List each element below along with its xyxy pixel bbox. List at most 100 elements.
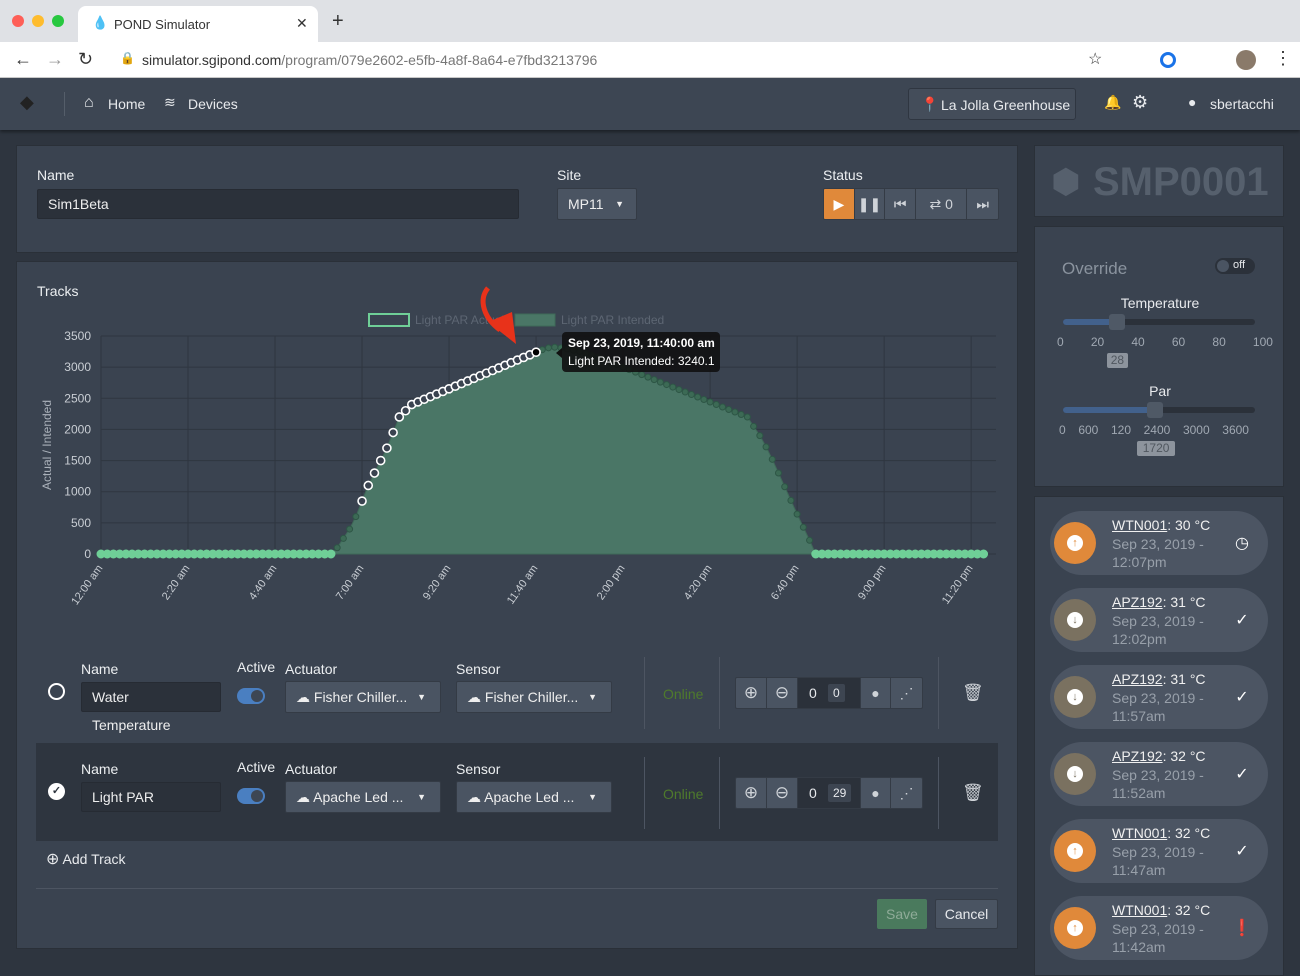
notification-item[interactable]: ↑ WTN001: 32 °C Sep 23, 2019 - 11:42am ❗ — [1050, 896, 1268, 960]
nav-devices[interactable]: Devices — [188, 96, 238, 112]
device-link[interactable]: WTN001 — [1112, 517, 1168, 533]
notification-item[interactable]: ↓ APZ192: 31 °C Sep 23, 2019 - 11:57am ✓ — [1050, 665, 1268, 729]
intended-point[interactable] — [681, 388, 689, 396]
intended-point[interactable] — [712, 401, 720, 409]
legend-swatch-actual[interactable] — [368, 313, 410, 327]
notification-item[interactable]: ↓ APZ192: 32 °C Sep 23, 2019 - 11:52am ✓ — [1050, 742, 1268, 806]
profile-avatar[interactable] — [1236, 50, 1256, 70]
user-menu[interactable]: sbertacchi — [1210, 96, 1274, 112]
intended-point[interactable] — [663, 381, 671, 389]
device-link[interactable]: WTN001 — [1112, 825, 1168, 841]
intended-point[interactable] — [787, 496, 795, 504]
actual-point[interactable] — [394, 412, 405, 422]
actual-point[interactable] — [382, 443, 392, 453]
intended-point[interactable] — [545, 344, 552, 352]
device-link[interactable]: APZ192 — [1112, 594, 1163, 610]
decrement-button[interactable]: ⊖ — [767, 678, 798, 708]
logo-drop-icon[interactable]: ◆ — [20, 92, 34, 112]
actual-point[interactable] — [388, 427, 398, 438]
minimize-window-button[interactable] — [32, 15, 44, 27]
trash-icon[interactable]: 🗑 — [962, 683, 984, 702]
par-slider-handle[interactable] — [1146, 402, 1163, 418]
intended-point[interactable] — [731, 408, 739, 416]
notification-item[interactable]: ↑ WTN001: 32 °C Sep 23, 2019 - 11:47am ✓ — [1050, 819, 1268, 883]
override-toggle[interactable]: off — [1215, 258, 1255, 274]
intended-point[interactable] — [706, 398, 714, 406]
temperature-slider-handle[interactable] — [1108, 314, 1125, 330]
browser-tab[interactable]: 💧 POND Simulator ✕ — [78, 6, 318, 42]
intended-point[interactable] — [687, 391, 695, 399]
skip-back-button[interactable]: ⏮ — [885, 189, 916, 219]
intended-point[interactable] — [326, 549, 336, 559]
gear-icon[interactable]: ⚙ — [1132, 92, 1149, 112]
device-link[interactable]: WTN001 — [1112, 902, 1168, 918]
actual-point[interactable] — [375, 455, 386, 466]
reload-icon[interactable]: ↻ — [78, 49, 94, 69]
intended-point[interactable] — [339, 534, 347, 542]
loop-button[interactable]: ⇄ 0 — [915, 189, 968, 219]
intended-point[interactable] — [737, 410, 745, 418]
device-link[interactable]: APZ192 — [1112, 671, 1163, 687]
menu-icon[interactable]: ⋮ — [1274, 48, 1292, 68]
intended-point[interactable] — [806, 536, 814, 544]
intended-point[interactable] — [781, 483, 789, 491]
actuator-select[interactable]: ☁ Fisher Chiller... ▼ — [285, 681, 441, 713]
intended-point[interactable] — [644, 373, 652, 381]
extension-icon[interactable] — [1160, 52, 1176, 68]
nav-home[interactable]: Home — [108, 96, 146, 112]
legend-swatch-intended[interactable] — [514, 313, 556, 327]
intended-point[interactable] — [799, 523, 807, 531]
sensor-select[interactable]: ☁ Apache Led ... ▼ — [456, 781, 612, 813]
cancel-button[interactable]: Cancel — [935, 899, 998, 929]
actual-point[interactable] — [357, 496, 367, 506]
close-tab-icon[interactable]: ✕ — [296, 15, 308, 31]
actual-point[interactable] — [400, 405, 411, 416]
back-icon[interactable]: ← — [14, 49, 32, 69]
save-button[interactable]: Save — [877, 899, 927, 929]
scatter-chart-button[interactable]: ⋰ — [891, 678, 922, 708]
intended-point[interactable] — [793, 510, 801, 518]
program-name-input[interactable]: Sim1Beta — [37, 189, 519, 219]
actual-point[interactable] — [363, 480, 374, 491]
intended-point[interactable] — [725, 405, 733, 413]
play-button[interactable]: ▶ — [824, 189, 855, 219]
sensor-select[interactable]: ☁ Fisher Chiller... ▼ — [456, 681, 612, 713]
track-name-input[interactable]: Light PAR — [81, 782, 221, 812]
intended-point[interactable] — [346, 525, 354, 533]
intended-point[interactable] — [333, 544, 341, 552]
legend-label-intended[interactable]: Light PAR Intended — [561, 313, 664, 327]
increment-button[interactable]: ⊕ — [736, 678, 767, 708]
active-toggle[interactable] — [237, 688, 265, 704]
intended-point[interactable] — [768, 455, 776, 463]
actual-point[interactable] — [531, 347, 541, 357]
intended-point[interactable] — [675, 386, 683, 394]
forward-icon[interactable]: → — [46, 49, 64, 69]
track-select-radio[interactable]: ✓ — [48, 783, 65, 800]
increment-button[interactable]: ⊕ — [736, 778, 767, 808]
record-button[interactable]: ● — [860, 778, 891, 808]
legend-label-actual[interactable]: Light PAR Actual — [415, 313, 504, 327]
intended-point[interactable] — [352, 513, 360, 521]
notification-item[interactable]: ↓ APZ192: 31 °C Sep 23, 2019 - 12:02pm ✓ — [1050, 588, 1268, 652]
intended-point[interactable] — [979, 549, 989, 559]
scatter-chart-button[interactable]: ⋰ — [891, 778, 922, 808]
site-select[interactable]: MP11 ▼ — [557, 188, 637, 220]
track-select-radio[interactable] — [48, 683, 65, 700]
skip-forward-button[interactable]: ⏭ — [967, 189, 998, 219]
intended-point[interactable] — [700, 396, 708, 404]
notification-item[interactable]: ↑ WTN001: 30 °C Sep 23, 2019 - 12:07pm ◷ — [1050, 511, 1268, 575]
decrement-button[interactable]: ⊖ — [767, 778, 798, 808]
active-toggle[interactable] — [237, 788, 265, 804]
tracks-chart[interactable]: 0 500 1000 1500 2000 2500 3000 3500 12:00 am 2:20… — [0, 0, 1020, 620]
intended-point[interactable] — [650, 376, 658, 384]
intended-point[interactable] — [743, 413, 751, 421]
intended-point[interactable] — [750, 422, 758, 430]
intended-point[interactable] — [656, 378, 664, 386]
add-track-button[interactable]: ⊕ Add Track — [46, 849, 126, 869]
device-link[interactable]: APZ192 — [1112, 748, 1163, 764]
close-window-button[interactable] — [12, 15, 24, 27]
intended-point[interactable] — [762, 443, 770, 451]
maximize-window-button[interactable] — [52, 15, 64, 27]
intended-point[interactable] — [694, 393, 702, 401]
trash-icon[interactable]: 🗑 — [962, 783, 984, 802]
